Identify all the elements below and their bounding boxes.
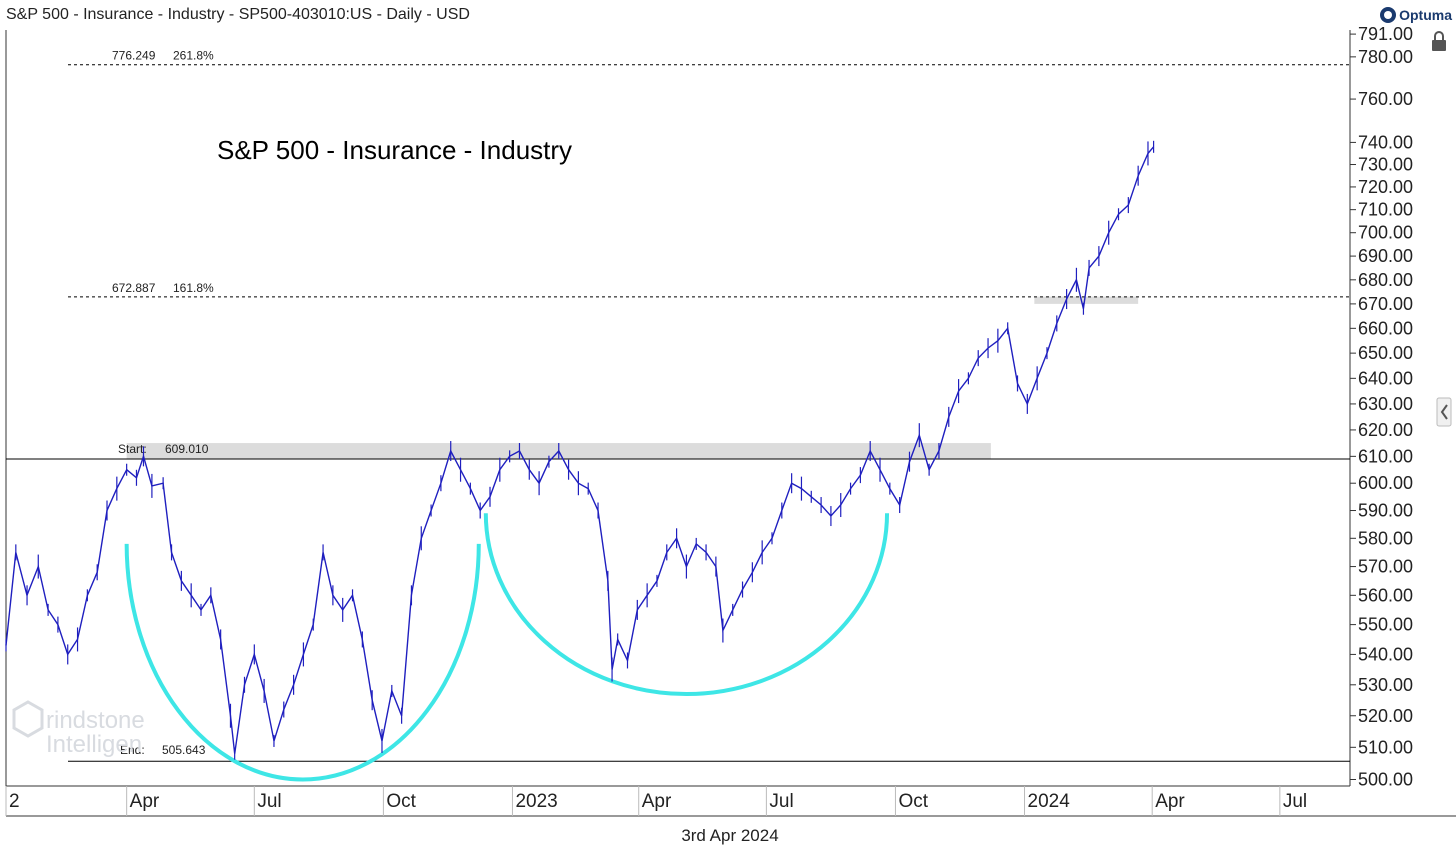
- x-tick-label: 2: [9, 791, 20, 812]
- y-tick-label: 560.00: [1358, 585, 1413, 605]
- chevron-left-icon[interactable]: [1436, 397, 1452, 427]
- y-tick-label: 610.00: [1358, 446, 1413, 466]
- reference-value-1: 505.643: [162, 743, 206, 757]
- lock-icon[interactable]: [1432, 31, 1446, 51]
- y-tick-label: 760.00: [1358, 89, 1413, 109]
- y-tick-label: 620.00: [1358, 420, 1413, 440]
- y-tick-label: 680.00: [1358, 270, 1413, 290]
- x-tick-label: Apr: [642, 791, 672, 812]
- fib-level-pct-1: 161.8%: [173, 281, 214, 295]
- y-tick-label: 640.00: [1358, 368, 1413, 388]
- optuma-logo-icon: [1380, 7, 1397, 23]
- y-tick-label: 500.00: [1358, 769, 1413, 789]
- x-tick-label: Jul: [257, 791, 281, 812]
- y-tick-label: 710.00: [1358, 200, 1413, 220]
- x-tick-label: Jul: [1283, 791, 1307, 812]
- x-tick-label: Oct: [898, 791, 928, 812]
- y-tick-label: 630.00: [1358, 394, 1413, 414]
- grindstone-watermark: rindstone Intelligen: [12, 700, 145, 758]
- cup-arc-1: [483, 513, 890, 696]
- y-tick-label: 740.00: [1358, 132, 1413, 152]
- y-tick-label: 660.00: [1358, 318, 1413, 338]
- optuma-logo: Optuma: [1380, 4, 1452, 26]
- y-tick-label: 791.00: [1358, 24, 1413, 44]
- reference-value-0: 609.010: [165, 442, 209, 456]
- y-tick-label: 690.00: [1358, 246, 1413, 266]
- fib-level-value-0: 776.249: [112, 49, 156, 63]
- y-tick-label: 700.00: [1358, 223, 1413, 243]
- watermark-line1: rindstone: [46, 707, 145, 734]
- y-tick-label: 670.00: [1358, 294, 1413, 314]
- x-tick-label: Apr: [130, 791, 160, 812]
- y-tick-label: 580.00: [1358, 528, 1413, 548]
- x-tick-label: Jul: [769, 791, 793, 812]
- y-tick-label: 600.00: [1358, 473, 1413, 493]
- resistance-band-1: [1034, 296, 1139, 304]
- y-tick-label: 550.00: [1358, 615, 1413, 635]
- reference-label-0: Start:: [118, 442, 147, 456]
- y-tick-label: 720.00: [1358, 177, 1413, 197]
- chart-title: S&P 500 - Insurance - Industry: [217, 135, 572, 165]
- footer-date: 3rd Apr 2024: [681, 826, 778, 845]
- watermark-line2: Intelligen: [46, 731, 142, 758]
- x-tick-label: 2024: [1028, 791, 1071, 812]
- y-tick-label: 780.00: [1358, 47, 1413, 67]
- x-tick-label: 2023: [515, 791, 557, 812]
- optuma-logo-label: Optuma: [1399, 7, 1452, 23]
- chart-header-title: S&P 500 - Insurance - Industry - SP500-4…: [6, 6, 470, 23]
- y-tick-label: 590.00: [1358, 501, 1413, 521]
- reference-label-1: End:: [120, 743, 145, 757]
- y-tick-label: 650.00: [1358, 343, 1413, 363]
- y-tick-label: 520.00: [1358, 706, 1413, 726]
- y-tick-label: 510.00: [1358, 737, 1413, 757]
- fib-level-pct-0: 261.8%: [173, 49, 214, 63]
- cup-arc-0: [124, 543, 481, 782]
- y-tick-label: 570.00: [1358, 557, 1413, 577]
- y-tick-label: 730.00: [1358, 155, 1413, 175]
- x-tick-label: Apr: [1155, 791, 1185, 812]
- x-tick-label: Oct: [386, 791, 416, 812]
- y-tick-label: 530.00: [1358, 675, 1413, 695]
- y-tick-label: 540.00: [1358, 644, 1413, 664]
- fib-level-value-1: 672.887: [112, 281, 156, 295]
